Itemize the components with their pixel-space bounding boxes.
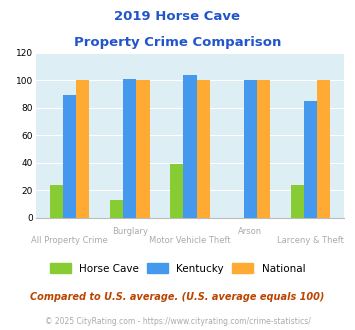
Text: Motor Vehicle Theft: Motor Vehicle Theft: [149, 236, 231, 245]
Bar: [290, 185, 304, 218]
Bar: [304, 101, 317, 218]
Bar: [317, 80, 330, 218]
Bar: [50, 185, 63, 218]
Text: Compared to U.S. average. (U.S. average equals 100): Compared to U.S. average. (U.S. average …: [30, 292, 325, 302]
Bar: [123, 79, 136, 218]
Bar: [136, 80, 149, 218]
Text: Arson: Arson: [238, 227, 262, 236]
Text: Burglary: Burglary: [112, 227, 148, 236]
Bar: [63, 95, 76, 218]
Bar: [76, 80, 89, 218]
Bar: [197, 80, 210, 218]
Text: Property Crime Comparison: Property Crime Comparison: [74, 36, 281, 49]
Bar: [183, 75, 197, 218]
Text: 2019 Horse Cave: 2019 Horse Cave: [115, 10, 240, 23]
Bar: [110, 200, 123, 218]
Bar: [244, 80, 257, 218]
Bar: [257, 80, 270, 218]
Text: © 2025 CityRating.com - https://www.cityrating.com/crime-statistics/: © 2025 CityRating.com - https://www.city…: [45, 317, 310, 326]
Text: All Property Crime: All Property Crime: [31, 236, 108, 245]
Text: Larceny & Theft: Larceny & Theft: [277, 236, 344, 245]
Legend: Horse Cave, Kentucky, National: Horse Cave, Kentucky, National: [46, 259, 309, 278]
Bar: [170, 164, 183, 218]
